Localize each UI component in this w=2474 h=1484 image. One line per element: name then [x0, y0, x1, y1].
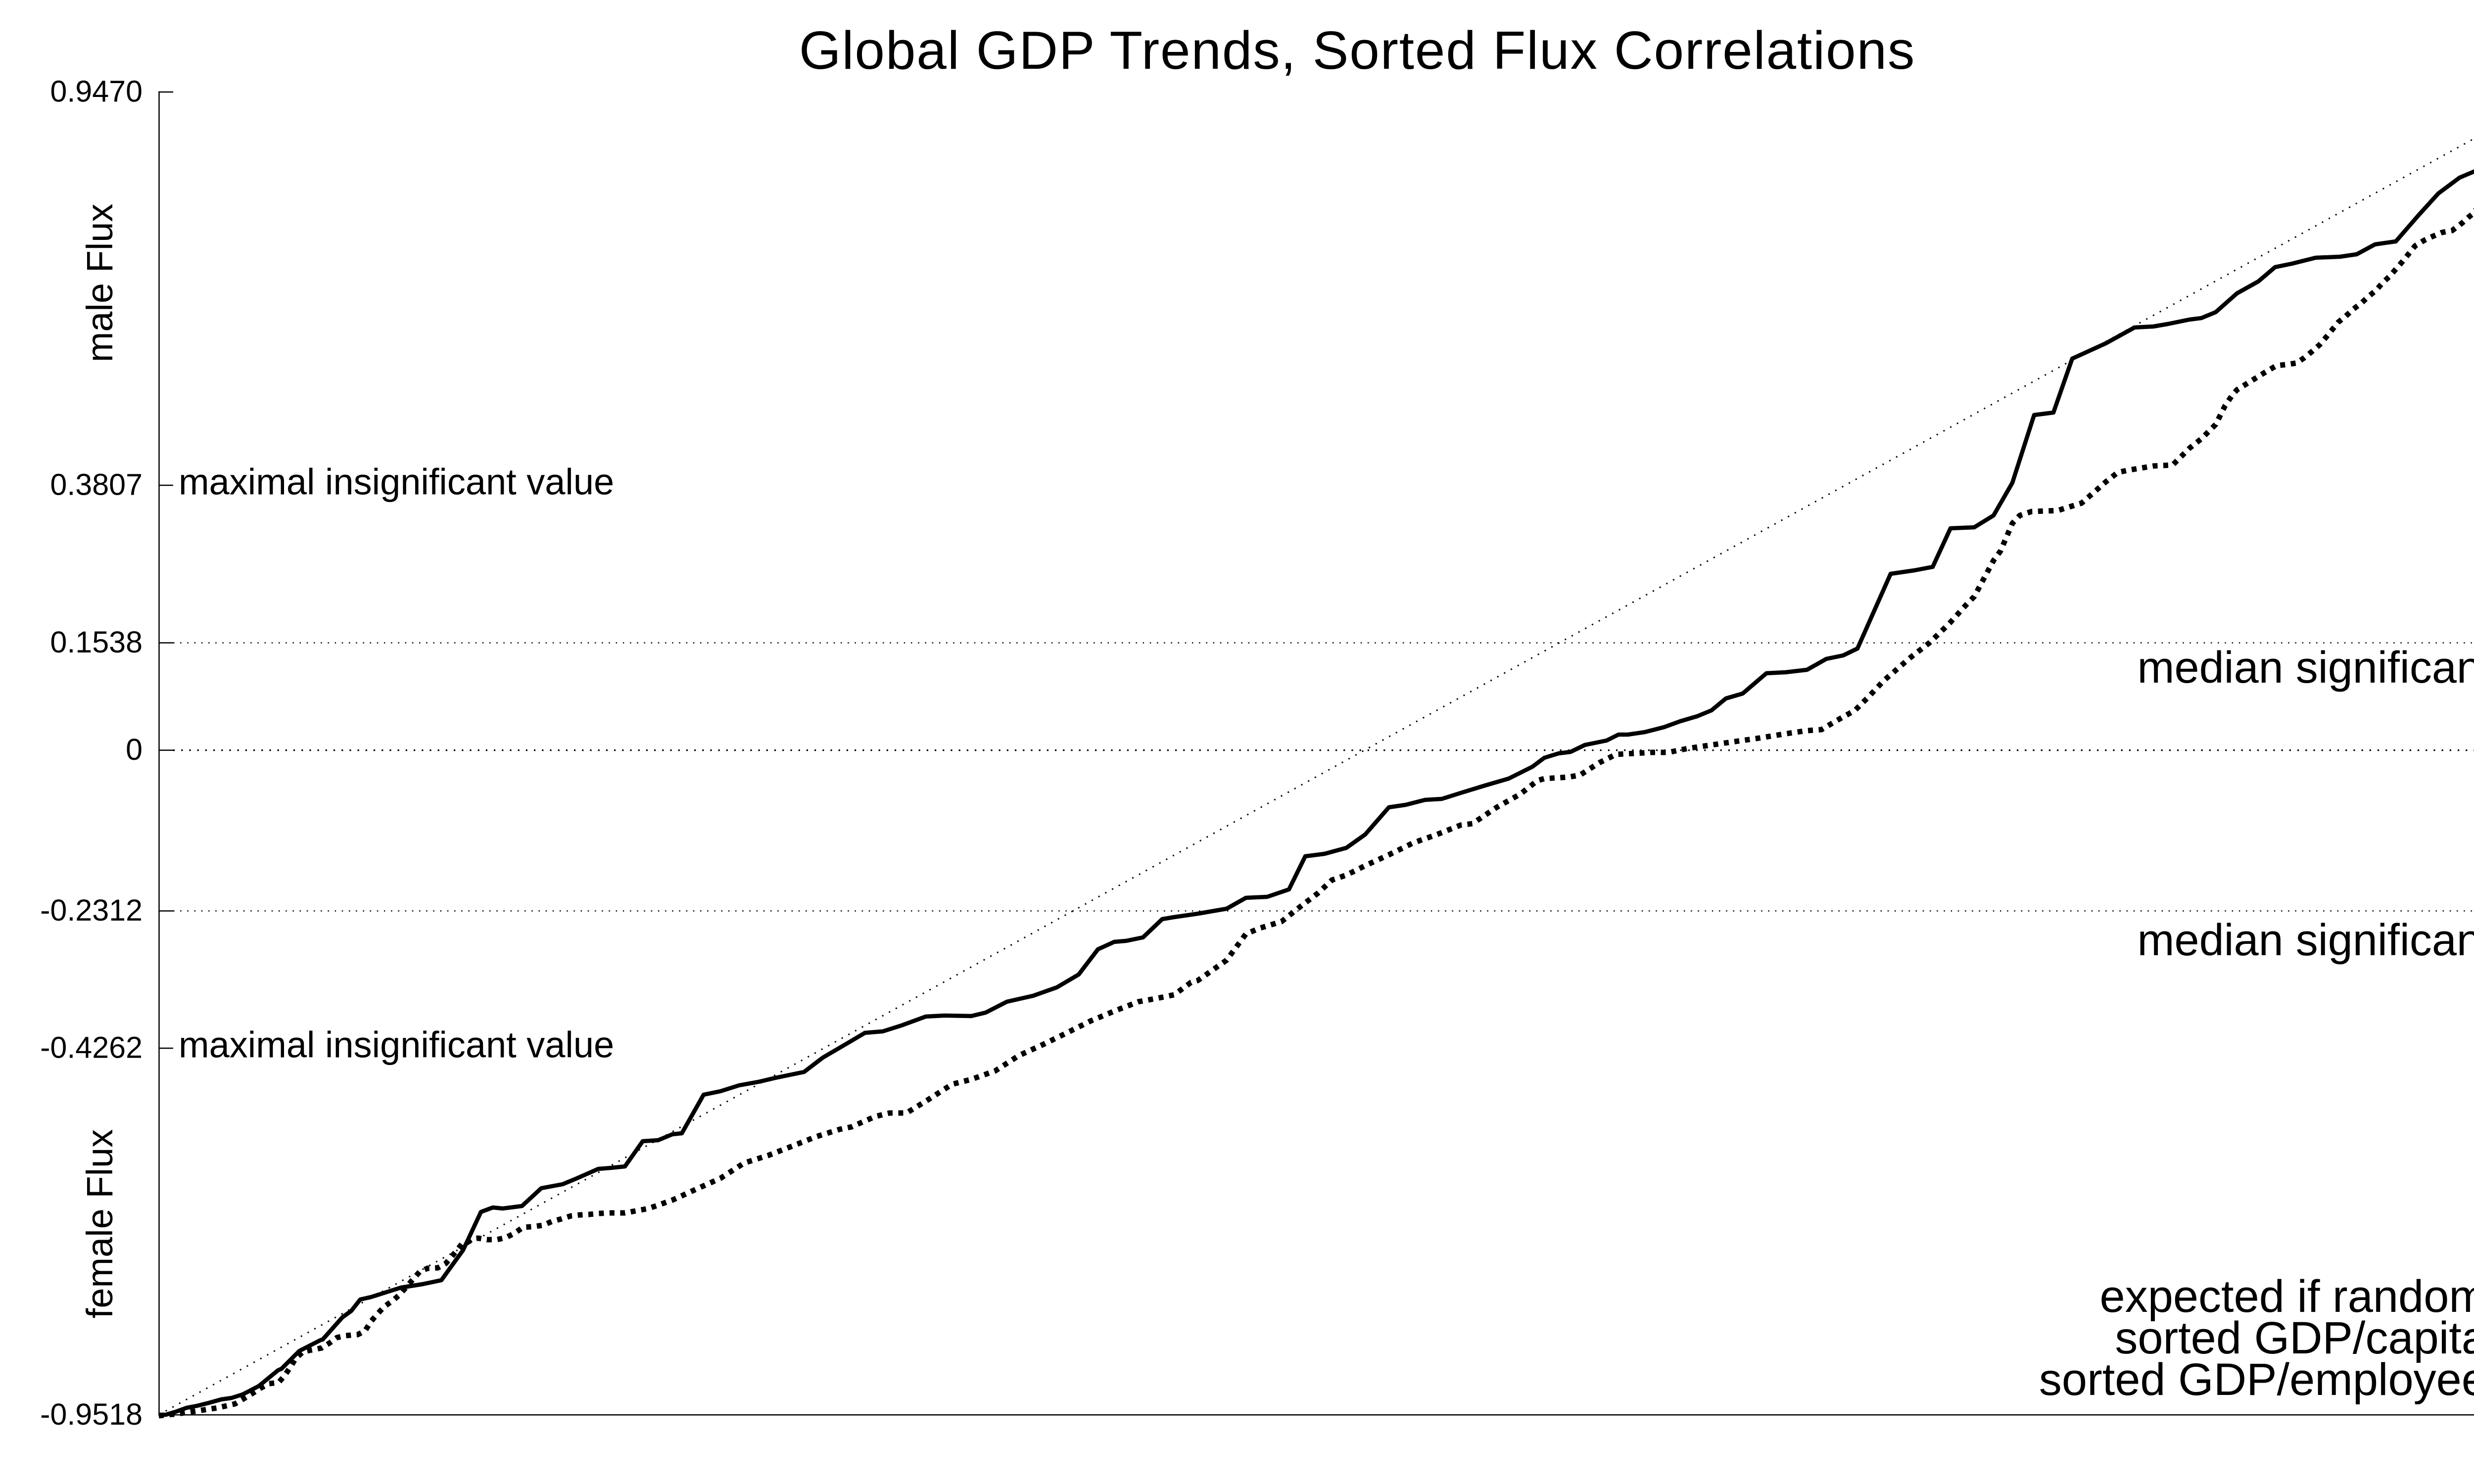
svg-text:0.3807: 0.3807	[50, 467, 143, 501]
svg-text:sorted GDP/capita: sorted GDP/capita	[2115, 1313, 2474, 1363]
svg-text:maximal insignificant value: maximal insignificant value	[179, 1024, 614, 1066]
svg-text:Global GDP Trends, Sorted Flux: Global GDP Trends, Sorted Flux Correlati…	[799, 20, 1915, 81]
svg-text:median significance: median significance	[2138, 643, 2474, 693]
svg-text:-0.9518: -0.9518	[40, 1397, 143, 1431]
svg-text:median significance: median significance	[2138, 916, 2474, 965]
svg-text:-0.2312: -0.2312	[40, 893, 143, 927]
svg-text:expected if random: expected if random	[2100, 1271, 2474, 1322]
svg-text:0: 0	[126, 733, 143, 766]
svg-text:0.9470: 0.9470	[50, 74, 143, 108]
svg-text:0.1538: 0.1538	[50, 625, 143, 659]
svg-text:female Flux: female Flux	[79, 1129, 120, 1318]
svg-text:maximal insignificant value: maximal insignificant value	[179, 462, 614, 503]
svg-text:male Flux: male Flux	[79, 204, 120, 363]
svg-text:sorted GDP/employee: sorted GDP/employee	[2039, 1354, 2474, 1405]
svg-text:-0.4262: -0.4262	[40, 1030, 143, 1064]
